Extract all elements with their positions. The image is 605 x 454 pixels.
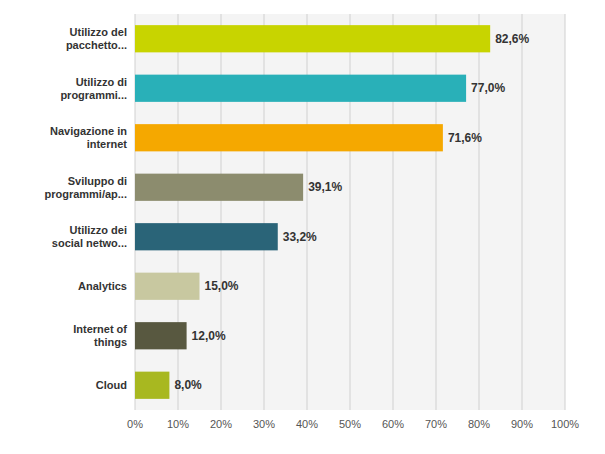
bar bbox=[135, 174, 303, 201]
x-tick-label: 70% bbox=[425, 418, 447, 430]
bar bbox=[135, 273, 200, 300]
x-tick-label: 20% bbox=[210, 418, 232, 430]
category-label: Sviluppo diprogrammi/ap... bbox=[44, 175, 127, 200]
category-label: Utilizzo deisocial netwo... bbox=[52, 224, 127, 249]
category-label: Cloud bbox=[96, 379, 127, 391]
data-label: 39,1% bbox=[308, 180, 342, 194]
category-label: Internet ofthings bbox=[73, 323, 127, 348]
plot-background bbox=[135, 14, 565, 410]
grid bbox=[135, 14, 565, 410]
grid-line bbox=[436, 14, 437, 410]
x-axis: 0% 10% 20% 30% 40% 50% 60% 70% 80% 90% 100% bbox=[127, 418, 579, 430]
grid-line bbox=[479, 14, 480, 410]
bar bbox=[135, 223, 278, 250]
data-labels: 82,6% 77,0% 71,6% 39,1% 33,2% 15,0% 12,0% 8,0% bbox=[174, 32, 529, 393]
category-label: Analytics bbox=[78, 280, 127, 292]
x-tick-label: 60% bbox=[382, 418, 404, 430]
data-label: 33,2% bbox=[283, 230, 317, 244]
x-tick-label: 10% bbox=[167, 418, 189, 430]
x-tick-label: 80% bbox=[468, 418, 490, 430]
bar bbox=[135, 372, 169, 399]
data-label: 15,0% bbox=[205, 279, 239, 293]
x-tick-label: 100% bbox=[551, 418, 579, 430]
x-tick-label: 30% bbox=[253, 418, 275, 430]
x-tick-label: 0% bbox=[127, 418, 143, 430]
data-label: 71,6% bbox=[448, 131, 482, 145]
x-tick-label: 50% bbox=[339, 418, 361, 430]
grid-line bbox=[522, 14, 523, 410]
x-tick-label: 40% bbox=[296, 418, 318, 430]
grid-line bbox=[135, 14, 136, 410]
chart: 0% 10% 20% 30% 40% 50% 60% 70% 80% 90% 100% 82,6% 77… bbox=[0, 0, 605, 454]
grid-line bbox=[264, 14, 265, 410]
y-axis: Utilizzo delpacchetto... Utilizzo diprogr… bbox=[44, 26, 127, 391]
category-label: Navigazione ininternet bbox=[50, 125, 127, 150]
bar bbox=[135, 124, 443, 151]
bar bbox=[135, 25, 490, 52]
grid-line bbox=[565, 14, 566, 410]
category-label: Utilizzo diprogrammi... bbox=[60, 76, 127, 101]
grid-line bbox=[221, 14, 222, 410]
grid-line bbox=[307, 14, 308, 410]
grid-line bbox=[178, 14, 179, 410]
grid-line bbox=[393, 14, 394, 410]
bar bbox=[135, 75, 466, 102]
data-label: 8,0% bbox=[174, 378, 202, 392]
chart-container: 0% 10% 20% 30% 40% 50% 60% 70% 80% 90% 100% 82,6% 77… bbox=[0, 0, 605, 454]
x-tick-label: 90% bbox=[511, 418, 533, 430]
data-label: 12,0% bbox=[192, 329, 226, 343]
bars bbox=[135, 25, 490, 399]
data-label: 82,6% bbox=[495, 32, 529, 46]
category-label: Utilizzo delpacchetto... bbox=[66, 26, 127, 51]
bar bbox=[135, 322, 187, 349]
data-label: 77,0% bbox=[471, 81, 505, 95]
grid-line bbox=[350, 14, 351, 410]
